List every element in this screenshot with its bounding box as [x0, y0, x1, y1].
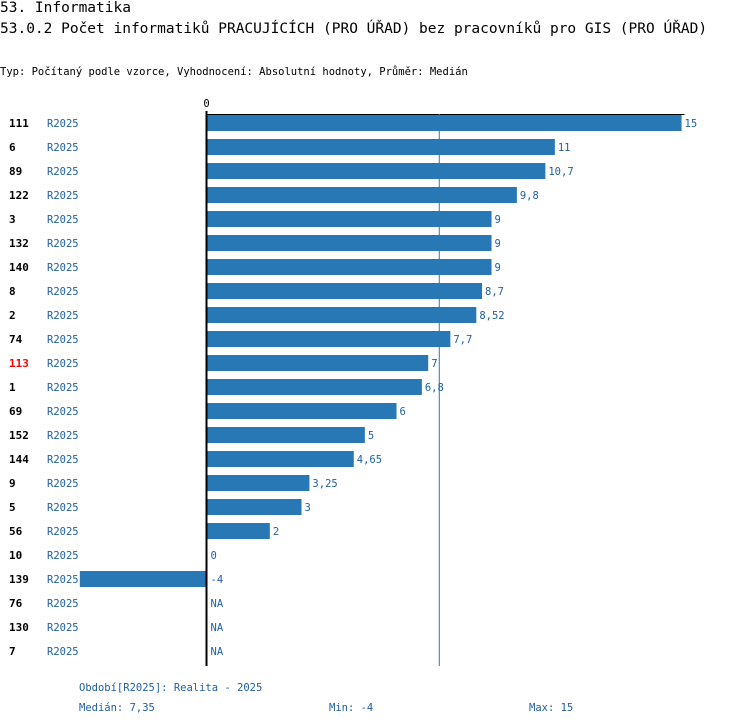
- row-id: 1: [9, 381, 16, 394]
- row-series-label: R2025: [47, 430, 79, 442]
- row-id: 130: [9, 621, 29, 634]
- row-id: 10: [9, 549, 22, 562]
- row-id: 69: [9, 405, 22, 418]
- row-id: 8: [9, 285, 16, 298]
- row-series-label: R2025: [47, 622, 79, 634]
- data-label: 6,8: [425, 382, 444, 394]
- row-id: 3: [9, 213, 16, 226]
- data-label: 2: [273, 526, 279, 538]
- data-label: 7,7: [453, 334, 472, 346]
- row-id: 89: [9, 165, 22, 178]
- row-id: 140: [9, 261, 29, 274]
- row-id: 56: [9, 525, 23, 538]
- row-series-label: R2025: [47, 334, 79, 346]
- data-label: 7: [431, 358, 437, 370]
- bar: [206, 523, 270, 539]
- data-label: 10,7: [548, 166, 573, 178]
- data-label: 6: [400, 406, 406, 418]
- bar: [206, 355, 429, 371]
- bar: [206, 331, 451, 347]
- row-series-label: R2025: [47, 598, 79, 610]
- bar: [206, 403, 397, 419]
- row-series-label: R2025: [47, 190, 79, 202]
- data-label: 9: [495, 238, 501, 250]
- row-series-label: R2025: [47, 214, 79, 226]
- data-label: 9: [495, 262, 501, 274]
- bar: [206, 283, 483, 299]
- row-id: 6: [9, 141, 16, 154]
- data-label: 11: [558, 142, 571, 154]
- footer-median: Medián: 7,35: [79, 702, 155, 714]
- row-id: 113: [9, 357, 29, 370]
- row-id: 132: [9, 237, 29, 250]
- row-series-label: R2025: [47, 358, 79, 370]
- row-series-label: R2025: [47, 142, 79, 154]
- row-series-label: R2025: [47, 286, 79, 298]
- bar: [206, 139, 555, 155]
- footer-max: Max: 15: [529, 702, 574, 714]
- data-label: 8,7: [485, 286, 504, 298]
- row-id: 5: [9, 501, 16, 514]
- row-series-label: R2025: [47, 262, 79, 274]
- row-series-label: R2025: [47, 574, 79, 586]
- chart-meta: Typ: Počítaný podle vzorce, Vyhodnocení:…: [0, 66, 468, 78]
- bar: [206, 115, 682, 131]
- data-label: 8,52: [479, 310, 504, 322]
- data-label: NA: [211, 646, 224, 658]
- row-id: 152: [9, 429, 29, 442]
- section-title: 53. Informatika: [0, 0, 131, 16]
- row-series-label: R2025: [47, 478, 79, 490]
- row-series-label: R2025: [47, 454, 79, 466]
- data-label: -4: [211, 574, 224, 586]
- row-series-label: R2025: [47, 310, 79, 322]
- row-id: 139: [9, 573, 29, 586]
- row-series-label: R2025: [47, 118, 79, 130]
- data-label: 3,25: [312, 478, 337, 490]
- indicator-title: 53.0.2 Počet informatiků PRACUJÍCÍCH (PR…: [0, 21, 708, 37]
- row-id: 74: [9, 333, 23, 346]
- row-series-label: R2025: [47, 526, 79, 538]
- row-series-label: R2025: [47, 550, 79, 562]
- row-id: 2: [9, 309, 16, 322]
- row-series-label: R2025: [47, 382, 79, 394]
- row-id: 76: [9, 597, 23, 610]
- bar: [206, 163, 546, 179]
- data-label: 4,65: [357, 454, 382, 466]
- row-id: 122: [9, 189, 29, 202]
- row-id: 144: [9, 453, 29, 466]
- data-label: 9,8: [520, 190, 539, 202]
- data-label: 3: [305, 502, 311, 514]
- row-series-label: R2025: [47, 238, 79, 250]
- data-label: NA: [211, 622, 224, 634]
- row-id: 7: [9, 645, 16, 658]
- footer-period: Období[R2025]: Realita - 2025: [79, 682, 263, 694]
- bar: [206, 427, 365, 443]
- bar: [206, 235, 492, 251]
- data-label: 5: [368, 430, 374, 442]
- bar: [206, 307, 477, 323]
- row-series-label: R2025: [47, 502, 79, 514]
- bar: [206, 259, 492, 275]
- data-label: 15: [685, 118, 698, 130]
- axis-zero-label: 0: [203, 98, 209, 110]
- bar: [206, 187, 517, 203]
- data-label: NA: [211, 598, 224, 610]
- bar: [206, 499, 302, 515]
- bar: [206, 211, 492, 227]
- footer-min: Min: -4: [329, 702, 374, 714]
- row-series-label: R2025: [47, 166, 79, 178]
- data-label: 0: [211, 550, 217, 562]
- bar: [206, 475, 310, 491]
- bar: [79, 571, 207, 587]
- data-label: 9: [495, 214, 501, 226]
- row-series-label: R2025: [47, 406, 79, 418]
- bar: [206, 451, 354, 467]
- row-id: 111: [9, 117, 29, 130]
- row-id: 9: [9, 477, 16, 490]
- row-series-label: R2025: [47, 646, 79, 658]
- bar: [206, 379, 422, 395]
